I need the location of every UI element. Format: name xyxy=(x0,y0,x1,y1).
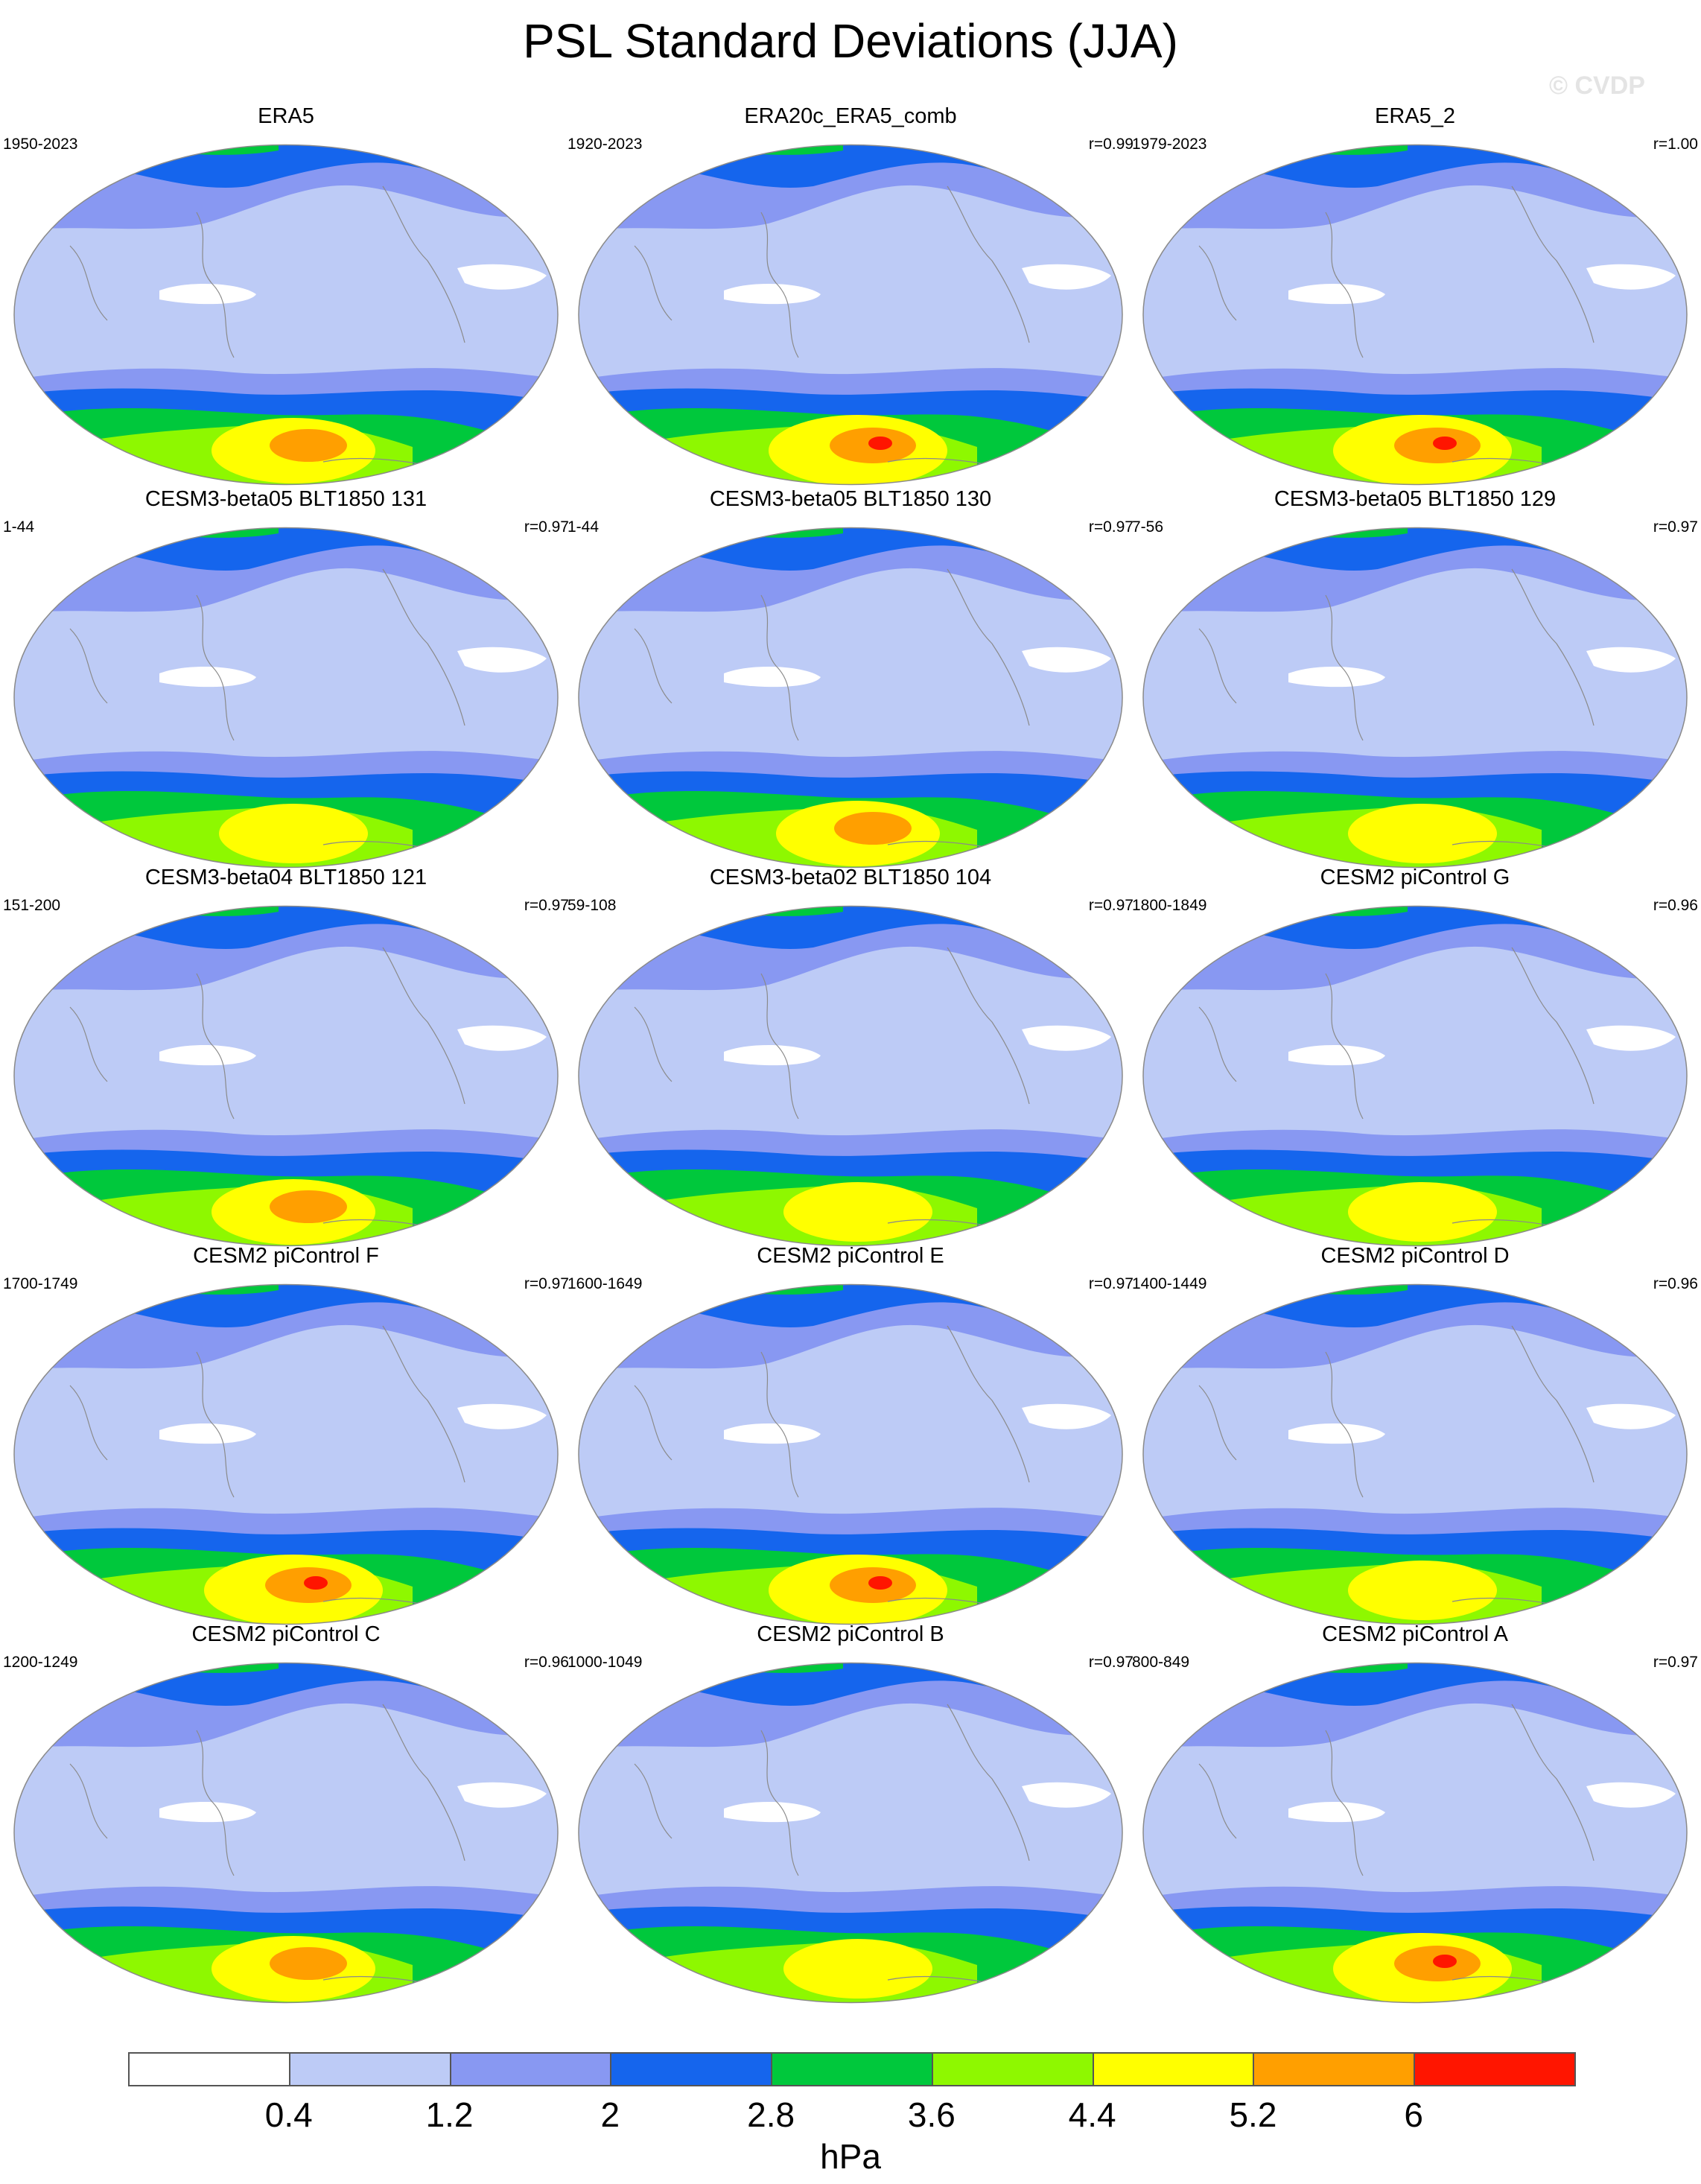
colorbar-swatch xyxy=(610,2052,773,2086)
panel-pattern-correlation: r=0.96 xyxy=(1653,1275,1698,1292)
panel-pattern-correlation: r=0.96 xyxy=(1653,897,1698,914)
panel-title: CESM3-beta04 BLT1850 121 xyxy=(144,866,427,889)
panel-pattern-correlation: r=0.97 xyxy=(1088,518,1134,536)
colorbar-tick-label: 3.6 xyxy=(907,2095,956,2134)
panel-pattern-correlation: r=0.97 xyxy=(524,518,569,536)
colorbar-tick-label: 4.4 xyxy=(1068,2095,1116,2134)
map-panel: CESM3-beta04 BLT1850 121 151-200 r=0.97 xyxy=(3,866,569,1247)
panel-title: CESM2 piControl F xyxy=(193,1244,379,1268)
colorbar-swatch xyxy=(128,2052,290,2086)
panel-period: 1-44 xyxy=(567,518,600,536)
panel-title: CESM3-beta05 BLT1850 130 xyxy=(709,487,992,511)
psl-stddev-map xyxy=(13,1662,559,2004)
map-panel: CESM2 piControl G 1800-1849 r=0.96 xyxy=(1132,866,1698,1247)
panel-pattern-correlation: r=0.97 xyxy=(524,1275,569,1292)
psl-stddev-map xyxy=(13,144,559,486)
panel-title: CESM2 piControl C xyxy=(191,1622,381,1646)
psl-stddev-map xyxy=(1142,905,1688,1247)
panel-pattern-correlation: r=0.97 xyxy=(1088,1275,1134,1292)
map-panel: CESM2 piControl A 800-849 r=0.97 xyxy=(1132,1622,1698,2004)
panel-period: 800-849 xyxy=(1132,1654,1190,1671)
panel-period: 1920-2023 xyxy=(567,136,643,153)
panel-period: 7-56 xyxy=(1132,518,1164,536)
panel-title: CESM2 piControl D xyxy=(1320,1244,1510,1268)
panel-period: 1-44 xyxy=(3,518,35,536)
map-panel: CESM2 piControl D 1400-1449 r=0.96 xyxy=(1132,1244,1698,1625)
panel-title: CESM3-beta05 BLT1850 129 xyxy=(1274,487,1557,511)
panel-period: 1700-1749 xyxy=(3,1275,78,1292)
panel-pattern-correlation: r=0.97 xyxy=(1653,1654,1698,1671)
colorbar-tick-label: 0.4 xyxy=(264,2095,313,2134)
map-panel: ERA5_2 1979-2023 r=1.00 xyxy=(1132,104,1698,486)
colorbar-swatch xyxy=(771,2052,933,2086)
panel-title: CESM2 piControl B xyxy=(757,1622,944,1646)
panel-period: 1200-1249 xyxy=(3,1654,78,1671)
map-panel: CESM2 piControl C 1200-1249 r=0.96 xyxy=(3,1622,569,2004)
panel-period: 1979-2023 xyxy=(1132,136,1207,153)
colorbar-swatch xyxy=(1253,2052,1416,2086)
colorbar-units: hPa xyxy=(820,2137,881,2176)
colorbar-tick-label: 6 xyxy=(1404,2095,1424,2134)
map-panel: CESM2 piControl B 1000-1049 r=0.97 xyxy=(567,1622,1134,2004)
colorbar xyxy=(128,2052,1576,2089)
psl-stddev-map xyxy=(578,144,1123,486)
panel-pattern-correlation: r=0.96 xyxy=(524,1654,569,1671)
colorbar-tick-label: 2 xyxy=(600,2095,620,2134)
panel-title: CESM3-beta05 BLT1850 131 xyxy=(144,487,427,511)
figure-title: PSL Standard Deviations (JJA) xyxy=(523,14,1178,68)
panel-title: CESM2 piControl G xyxy=(1320,866,1510,889)
colorbar-swatch xyxy=(1414,2052,1576,2086)
panel-title: ERA5_2 xyxy=(1374,104,1455,128)
psl-stddev-map xyxy=(13,1283,559,1625)
panel-period: 1000-1049 xyxy=(567,1654,643,1671)
colorbar-swatch xyxy=(931,2052,1094,2086)
psl-stddev-map xyxy=(1142,1662,1688,2004)
psl-stddev-map xyxy=(1142,144,1688,486)
psl-stddev-map xyxy=(13,527,559,869)
map-panel: ERA20c_ERA5_comb 1920-2023 r=0.99 xyxy=(567,104,1134,486)
psl-stddev-map xyxy=(578,1283,1123,1625)
colorbar-swatch xyxy=(1092,2052,1255,2086)
panel-title: CESM2 piControl E xyxy=(757,1244,944,1268)
colorbar-tick-label: 2.8 xyxy=(747,2095,795,2134)
panel-pattern-correlation: r=0.97 xyxy=(1088,897,1134,914)
psl-stddev-map xyxy=(1142,527,1688,869)
panel-pattern-correlation: r=0.97 xyxy=(1653,518,1698,536)
map-panel: CESM2 piControl E 1600-1649 r=0.97 xyxy=(567,1244,1134,1625)
panel-title: CESM3-beta02 BLT1850 104 xyxy=(709,866,992,889)
panel-period: 1400-1449 xyxy=(1132,1275,1207,1292)
psl-stddev-map xyxy=(1142,1283,1688,1625)
panel-period: 151-200 xyxy=(3,897,61,914)
map-panel: CESM3-beta05 BLT1850 131 1-44 r=0.97 xyxy=(3,487,569,869)
map-panel: ERA5 1950-2023 xyxy=(3,104,569,486)
panel-pattern-correlation: r=1.00 xyxy=(1653,136,1698,153)
psl-stddev-map xyxy=(578,905,1123,1247)
colorbar-tick-label: 5.2 xyxy=(1229,2095,1277,2134)
map-panel-grid: ERA5 1950-2023 ERA20c_ERA5_comb 1920-2023 r=… xyxy=(3,104,1698,2004)
map-panel: CESM3-beta02 BLT1850 104 59-108 r=0.97 xyxy=(567,866,1134,1247)
colorbar-swatch xyxy=(449,2052,612,2086)
panel-period: 1600-1649 xyxy=(567,1275,643,1292)
map-panel: CESM3-beta05 BLT1850 129 7-56 r=0.97 xyxy=(1132,487,1698,869)
panel-title: CESM2 piControl A xyxy=(1322,1622,1508,1646)
psl-stddev-map xyxy=(578,1662,1123,2004)
panel-period: 1950-2023 xyxy=(3,136,78,153)
panel-period: 59-108 xyxy=(567,897,617,914)
panel-pattern-correlation: r=0.97 xyxy=(524,897,569,914)
map-panel: CESM2 piControl F 1700-1749 r=0.97 xyxy=(3,1244,569,1625)
map-panel: CESM3-beta05 BLT1850 130 1-44 r=0.97 xyxy=(567,487,1134,869)
colorbar-swatch xyxy=(288,2052,451,2086)
colorbar-tick-label: 1.2 xyxy=(425,2095,474,2134)
panel-pattern-correlation: r=0.99 xyxy=(1088,136,1134,153)
psl-stddev-map xyxy=(578,527,1123,869)
panel-pattern-correlation: r=0.97 xyxy=(1088,1654,1134,1671)
panel-title: ERA5 xyxy=(258,104,314,128)
psl-stddev-map xyxy=(13,905,559,1247)
panel-title: ERA20c_ERA5_comb xyxy=(744,104,957,128)
cvdp-watermark: © CVDP xyxy=(1549,72,1645,100)
panel-period: 1800-1849 xyxy=(1132,897,1207,914)
